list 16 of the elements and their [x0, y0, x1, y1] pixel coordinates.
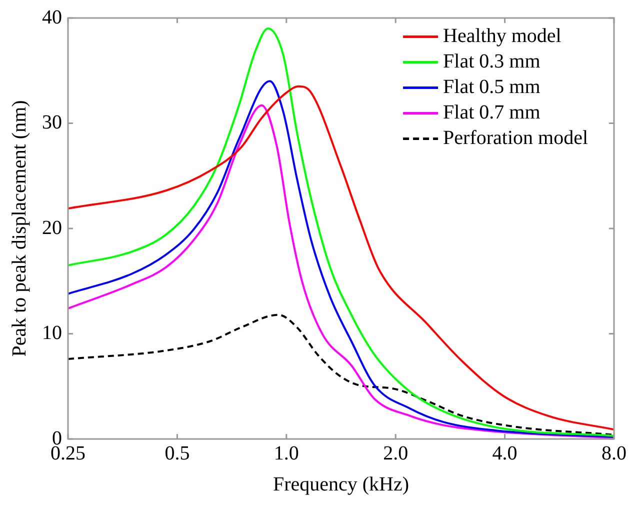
x-tick-label: 0.5	[164, 442, 190, 464]
x-tick-label: 1.0	[274, 442, 299, 464]
x-tick-label: 2.0	[383, 442, 408, 464]
y-tick-label: 10	[42, 322, 62, 344]
legend-label: Flat 0.3 mm	[443, 50, 541, 72]
legend-label: Flat 0.5 mm	[443, 76, 541, 98]
x-tick-label: 4.0	[492, 442, 518, 464]
legend-label: Perforation model	[443, 127, 588, 149]
y-tick-label: 40	[42, 6, 62, 28]
y-tick-label: 20	[42, 216, 62, 239]
legend-label: Healthy model	[443, 25, 562, 47]
y-tick-label: 30	[42, 112, 62, 134]
y-axis-title: Peak to peak displacement (nm)	[8, 100, 30, 357]
x-tick-label: 8.0	[602, 442, 626, 464]
legend-label: Flat 0.7 mm	[443, 102, 541, 124]
x-axis-title: Frequency (kHz)	[272, 473, 410, 496]
